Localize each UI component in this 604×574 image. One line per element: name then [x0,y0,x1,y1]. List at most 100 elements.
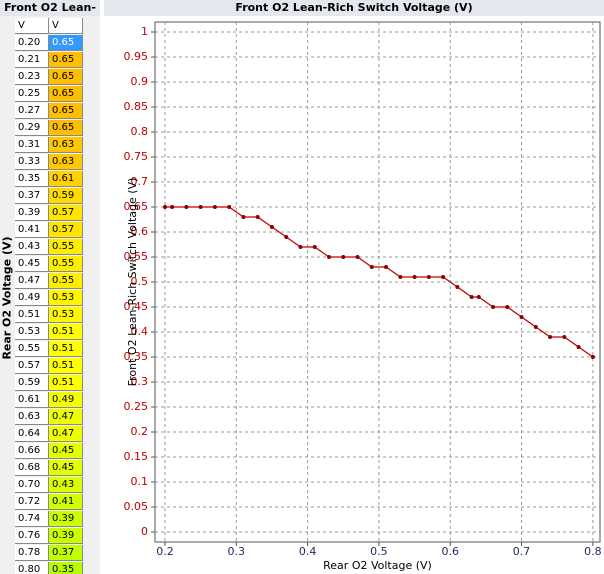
y-tick-label: 0.35 [124,350,149,363]
row-header[interactable]: 0.78 [15,545,49,561]
y-tick-label: 0.7 [131,175,149,188]
data-point [227,205,232,209]
row-header[interactable]: 0.66 [15,443,49,459]
value-cell[interactable]: 0.53 [49,307,83,323]
row-header[interactable]: 0.70 [15,477,49,493]
row-header[interactable]: 0.53 [15,324,49,340]
y-tick-label: 0.65 [124,200,149,213]
value-cell[interactable]: 0.51 [49,375,83,391]
data-point [298,245,303,249]
value-cell[interactable]: 0.55 [49,239,83,255]
value-cell[interactable]: 0.35 [49,562,83,574]
value-cell[interactable]: 0.61 [49,171,83,187]
data-point [469,295,474,299]
x-tick-label: 0.2 [156,545,174,558]
value-cell[interactable]: 0.51 [49,341,83,357]
value-cell[interactable]: 0.57 [49,222,83,238]
data-point [548,335,553,339]
value-cell[interactable]: 0.53 [49,290,83,306]
row-header[interactable]: 0.25 [15,86,49,102]
value-cell[interactable]: 0.39 [49,528,83,544]
value-cell[interactable]: 0.37 [49,545,83,561]
column-header: V [15,18,49,34]
row-header[interactable]: 0.55 [15,341,49,357]
table-title: Front O2 Lean- [0,0,100,16]
row-header[interactable]: 0.33 [15,154,49,170]
y-tick-label: 0.05 [124,500,149,513]
data-point [355,255,360,259]
table-panel: Front O2 Lean- Rear O2 Voltage (V) V V 0… [0,0,100,574]
row-header[interactable]: 0.59 [15,375,49,391]
row-header[interactable]: 0.43 [15,239,49,255]
row-header[interactable]: 0.23 [15,69,49,85]
value-cell[interactable]: 0.63 [49,154,83,170]
data-point [455,285,460,289]
y-tick-label: 0 [141,525,148,538]
side-label: Rear O2 Voltage (V) [0,236,14,360]
data-point [312,245,317,249]
data-point [255,215,260,219]
y-tick-label: 0.95 [124,50,149,63]
data-point [184,205,189,209]
value-cell[interactable]: 0.57 [49,205,83,221]
row-header[interactable]: 0.74 [15,511,49,527]
value-cell[interactable]: 0.39 [49,511,83,527]
data-point [341,255,346,259]
row-header[interactable]: 0.27 [15,103,49,119]
row-header[interactable]: 0.35 [15,171,49,187]
value-cell[interactable]: 0.65 [49,52,83,68]
row-header[interactable]: 0.51 [15,307,49,323]
x-tick-label: 0.3 [228,545,246,558]
y-tick-label: 0.9 [131,75,149,88]
x-tick-label: 0.4 [299,545,317,558]
row-header[interactable]: 0.61 [15,392,49,408]
row-header[interactable]: 0.63 [15,409,49,425]
y-axis-label: Front O2 Lean-Rich Switch Voltage (V) [126,178,139,387]
value-cell[interactable]: 0.65 [49,69,83,85]
x-axis-label: Rear O2 Voltage (V) [323,559,432,572]
row-header[interactable]: 0.72 [15,494,49,510]
row-header[interactable]: 0.68 [15,460,49,476]
row-header[interactable]: 0.37 [15,188,49,204]
value-cell[interactable]: 0.49 [49,392,83,408]
value-cell[interactable]: 0.63 [49,137,83,153]
x-tick-label: 0.8 [584,545,602,558]
row-header[interactable]: 0.80 [15,562,49,574]
data-point [476,295,481,299]
data-point [162,205,167,209]
row-header[interactable]: 0.39 [15,205,49,221]
value-cell[interactable]: 0.65 [49,103,83,119]
value-cell[interactable]: 0.45 [49,443,83,459]
data-point [369,265,374,269]
data-point [398,275,403,279]
value-cell[interactable]: 0.65 [49,120,83,136]
y-tick-label: 0.1 [131,475,149,488]
row-header[interactable]: 0.64 [15,426,49,442]
value-cell[interactable]: 0.55 [49,256,83,272]
value-cell[interactable]: 0.41 [49,494,83,510]
value-cell[interactable]: 0.59 [49,188,83,204]
data-point [212,205,217,209]
value-cell[interactable]: 0.65 [49,35,83,51]
row-header[interactable]: 0.49 [15,290,49,306]
row-header[interactable]: 0.31 [15,137,49,153]
value-cell[interactable]: 0.55 [49,273,83,289]
row-header[interactable]: 0.29 [15,120,49,136]
row-header[interactable]: 0.57 [15,358,49,374]
y-tick-label: 0.25 [124,400,149,413]
y-tick-label: 1 [141,25,148,38]
row-header[interactable]: 0.21 [15,52,49,68]
value-cell[interactable]: 0.47 [49,426,83,442]
value-cell[interactable]: 0.51 [49,324,83,340]
row-header[interactable]: 0.45 [15,256,49,272]
row-header[interactable]: 0.47 [15,273,49,289]
value-cell[interactable]: 0.43 [49,477,83,493]
value-cell[interactable]: 0.51 [49,358,83,374]
data-point [576,345,581,349]
row-header[interactable]: 0.41 [15,222,49,238]
value-cell[interactable]: 0.65 [49,86,83,102]
row-header[interactable]: 0.76 [15,528,49,544]
value-cell[interactable]: 0.45 [49,460,83,476]
value-cell[interactable]: 0.47 [49,409,83,425]
row-header[interactable]: 0.20 [15,35,49,51]
